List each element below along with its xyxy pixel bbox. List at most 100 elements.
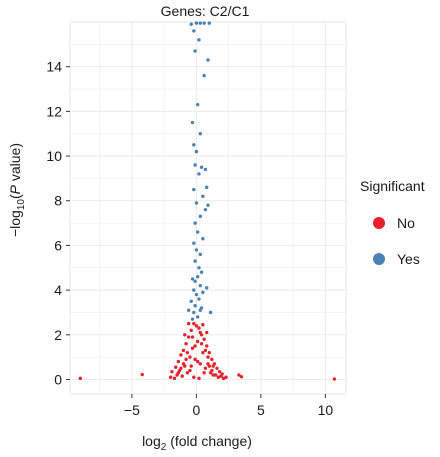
data-point-no [206,355,210,359]
data-point-yes [197,297,201,301]
chart-title: Genes: C2/C1 [161,3,250,19]
data-point-no [224,375,228,379]
data-point-yes [192,29,196,33]
data-point-no [201,323,205,327]
data-point-no [168,375,173,379]
y-tick-label: 4 [54,282,62,298]
data-point-yes [190,317,195,321]
legend-label-no: No [397,215,415,231]
data-point-no [185,371,190,375]
data-point-yes [193,163,197,167]
data-point-yes [195,230,200,234]
data-point-no [190,335,195,339]
data-point-yes [192,143,196,147]
data-point-no [184,357,188,362]
y-tick-label: 8 [54,193,62,209]
data-point-yes [208,310,213,315]
data-point-yes [202,21,206,25]
data-point-no [181,348,186,353]
data-point-yes [201,237,205,241]
data-point-yes [198,252,202,257]
data-point-no [239,375,244,379]
data-point-no [210,357,214,362]
data-point-yes [198,132,202,136]
data-point-no [184,342,188,346]
data-point-yes [199,165,204,169]
data-point-yes [186,308,191,312]
data-point-yes [202,73,206,78]
data-point-no [188,355,192,359]
data-point-no [221,376,226,381]
data-point-no [179,353,183,357]
data-point-no [198,362,202,366]
x-axis-label: log2 (fold change) [142,433,252,453]
data-point-yes [207,21,211,25]
data-point-no [186,335,191,339]
data-point-no [198,330,202,335]
x-tick-label: 10 [318,402,334,418]
legend-item-no: No [360,212,440,234]
data-point-yes [205,185,209,190]
plot-panel [69,21,347,395]
data-point-no [332,377,337,381]
data-point-no [193,344,197,348]
data-point-no [78,376,83,381]
x-axis-ticks: −5 0 5 10 [124,394,333,418]
legend-dot-no [373,217,385,229]
y-tick-label: 12 [46,103,62,119]
data-point-no [211,373,215,377]
data-point-no [210,368,214,373]
data-point-yes [198,21,202,25]
data-point-yes [194,21,199,25]
data-point-no [220,372,224,376]
data-point-yes [194,248,199,252]
data-point-no [189,364,193,368]
data-point-no [188,368,192,373]
x-tick-label: 0 [192,402,200,418]
data-point-no [203,366,208,371]
data-point-yes [194,149,199,154]
data-point-yes [201,194,205,198]
data-point-no [195,359,200,364]
x-tick-label: −5 [124,402,140,418]
data-point-no [203,348,208,353]
y-axis-label: −log10(P value) [7,143,27,237]
data-point-yes [195,102,200,107]
data-point-yes [193,221,197,225]
data-point-no [207,350,211,355]
data-point-yes [199,306,204,310]
data-point-no [202,337,206,341]
data-points [78,21,337,381]
data-point-no [181,362,186,366]
data-point-no [197,376,201,381]
data-point-yes [193,279,197,283]
data-point-no [192,321,196,326]
data-point-yes [192,187,196,192]
data-point-no [172,376,177,381]
legend-item-yes: Yes [360,248,440,270]
data-point-yes [199,270,204,274]
y-tick-label: 14 [46,59,62,75]
data-point-yes [206,203,210,207]
data-point-no [170,369,174,374]
data-point-yes [189,299,193,303]
data-point-yes [193,259,197,263]
data-point-yes [189,22,193,26]
data-point-no [195,339,200,344]
data-point-yes [198,283,202,288]
data-point-no [193,357,197,362]
legend-title: Significant [360,178,425,194]
legend-dot-yes [373,253,385,265]
data-point-yes [192,241,196,245]
y-tick-label: 0 [54,371,62,387]
y-axis-ticks: 0 2 4 6 8 10 12 14 [46,59,70,387]
data-point-no [183,333,187,337]
data-point-yes [195,275,200,279]
data-point-no [176,359,181,364]
data-point-yes [197,38,201,42]
data-point-yes [197,172,201,176]
data-point-no [216,375,221,379]
data-point-yes [194,201,199,205]
data-point-no [190,346,195,350]
